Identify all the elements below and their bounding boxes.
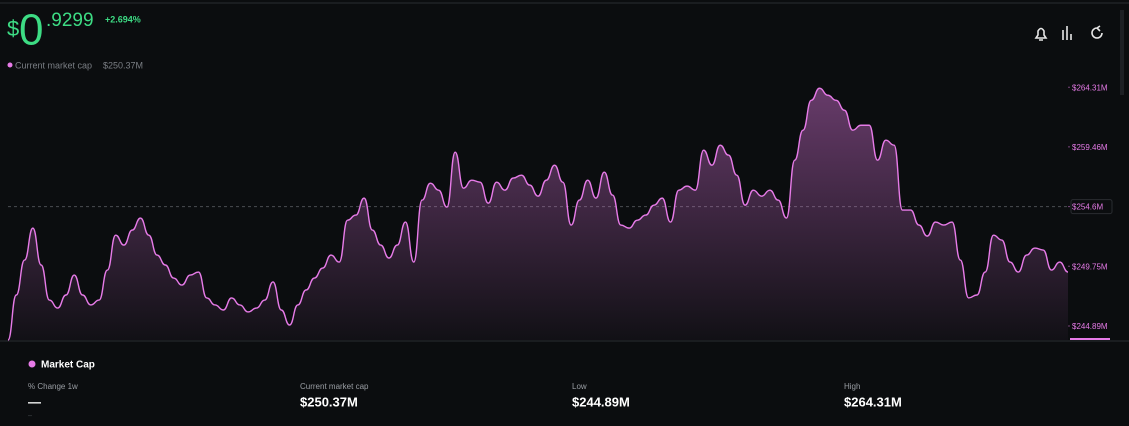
stat-value: $250.37M bbox=[300, 394, 358, 409]
stat-value: $264.31M bbox=[844, 394, 902, 409]
stat-label: % Change 1w bbox=[28, 382, 78, 391]
y-tick-label: $264.31M bbox=[1072, 83, 1108, 92]
stat-label: Low bbox=[572, 382, 587, 391]
legend-label[interactable]: Market Cap bbox=[41, 360, 95, 371]
price-decimals: .9299 bbox=[46, 10, 94, 31]
stat-value: — bbox=[28, 394, 41, 409]
chart-type-icon[interactable] bbox=[1062, 26, 1072, 40]
market-cap-value: $250.37M bbox=[103, 60, 143, 70]
y-tick-label: $244.89M bbox=[1072, 322, 1108, 331]
y-tick-label: $259.46M bbox=[1072, 143, 1108, 152]
area-fill bbox=[8, 88, 1068, 340]
y-tick-highlight bbox=[1070, 199, 1113, 215]
stat-value: $244.89M bbox=[572, 394, 630, 409]
market-cap-label: Current market cap bbox=[15, 60, 92, 70]
stat-sub: -- bbox=[28, 414, 32, 420]
line bbox=[7, 87, 1069, 341]
currency: $ bbox=[7, 16, 19, 41]
refresh-icon[interactable] bbox=[1091, 25, 1103, 39]
stat-label: Current market cap bbox=[300, 382, 369, 391]
alert-icon[interactable] bbox=[1034, 27, 1048, 41]
legend-marker bbox=[28, 360, 36, 368]
stat-label: High bbox=[844, 382, 860, 391]
price-change: +2.694% bbox=[105, 14, 141, 24]
price-integer: 0 bbox=[19, 6, 43, 55]
y-tick-label: $254.6M bbox=[1072, 203, 1103, 212]
y-tick-label: $249.75M bbox=[1072, 262, 1108, 271]
legend-dot bbox=[7, 62, 13, 68]
